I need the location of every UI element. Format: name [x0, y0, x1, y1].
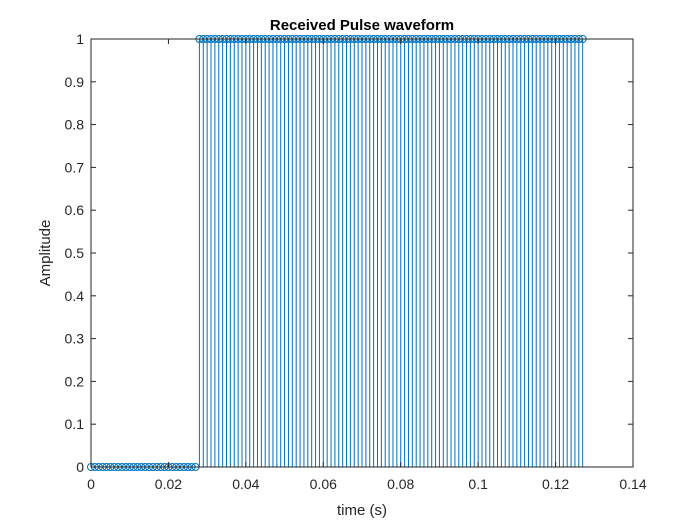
y-axis-label: Amplitude [37, 220, 54, 287]
x-ticks-group: 0 0.02 0.04 0.06 0.08 0.1 0.12 0.14 [87, 39, 647, 492]
stems-group [198, 39, 584, 467]
y-tick-label: 0.5 [65, 245, 85, 261]
y-tick-label: 1 [76, 31, 84, 47]
x-tick-label: 0.14 [619, 476, 646, 492]
y-tick-label: 0.8 [65, 117, 85, 133]
x-tick-label: 0.02 [155, 476, 182, 492]
x-tick-label: 0.12 [542, 476, 569, 492]
y-tick-label: 0.2 [65, 373, 85, 389]
y-tick-label: 0.9 [65, 74, 85, 90]
x-tick-label: 0.06 [310, 476, 337, 492]
x-tick-label: 0.08 [387, 476, 414, 492]
x-tick-label: 0.1 [468, 476, 488, 492]
x-tick-label: 0 [87, 476, 95, 492]
y-tick-label: 0.4 [65, 288, 85, 304]
y-tick-label: 0.1 [65, 416, 85, 432]
x-tick-label: 0.04 [232, 476, 259, 492]
y-tick-label: 0.7 [65, 159, 85, 175]
x-axis-label: time (s) [337, 502, 387, 519]
chart-title: Received Pulse waveform [270, 17, 454, 34]
y-ticks-group: 0 0.1 0.2 0.3 0.4 0.5 0.6 0.7 0.8 0.9 1 [65, 31, 633, 475]
y-tick-label: 0 [76, 459, 84, 475]
y-tick-label: 0.6 [65, 202, 85, 218]
y-tick-label: 0.3 [65, 331, 85, 347]
